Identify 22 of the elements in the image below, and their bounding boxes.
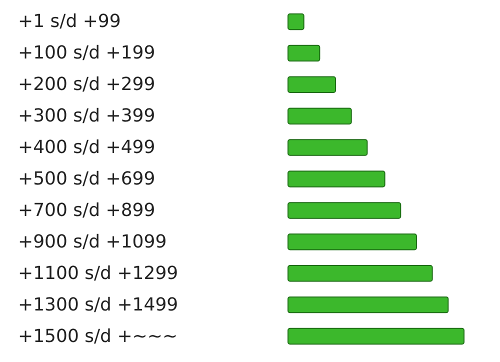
- y-tick-label: +300 s/d +399: [18, 106, 156, 127]
- bar: [288, 234, 417, 250]
- bar: [288, 170, 386, 188]
- bar: [288, 328, 464, 345]
- bar: [288, 139, 368, 156]
- y-tick-label: +1 s/d +99: [18, 11, 121, 32]
- bar: [288, 44, 320, 62]
- y-tick-label: +1300 s/d +1499: [18, 294, 178, 316]
- y-tick-label: +700 s/d +899: [18, 200, 156, 221]
- y-tick-label: +1100 s/d +1299: [18, 262, 178, 284]
- bar: [288, 296, 449, 314]
- y-tick-label: +400 s/d +499: [18, 137, 156, 158]
- bar: [288, 108, 352, 124]
- bar: [288, 76, 336, 93]
- y-tick-label: +200 s/d +299: [18, 74, 156, 96]
- y-tick-label: +900 s/d +1099: [18, 231, 167, 252]
- bar: [288, 202, 402, 219]
- bar: [288, 265, 433, 282]
- y-tick-label: +500 s/d +699: [18, 168, 156, 190]
- bar: [288, 13, 304, 30]
- y-tick-label: +100 s/d +199: [18, 42, 156, 64]
- y-tick-label: +1500 s/d +~~~: [18, 326, 178, 347]
